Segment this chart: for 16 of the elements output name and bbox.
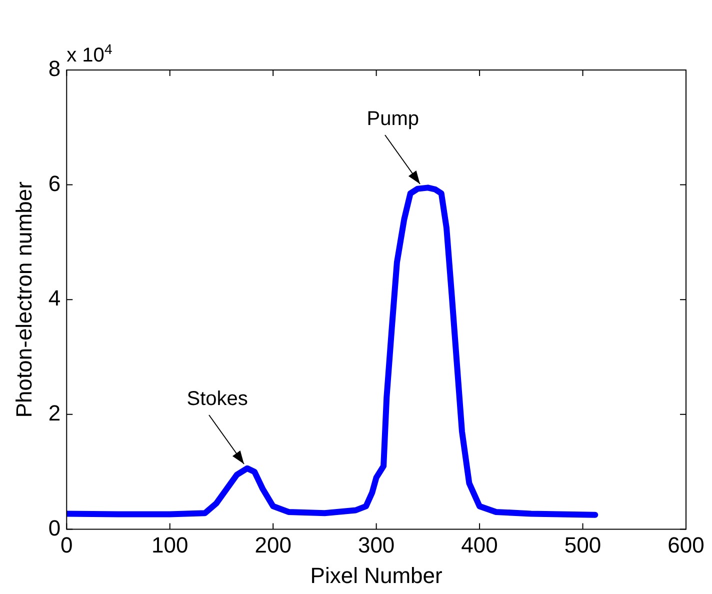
x-tick-label: 100 [152,532,188,558]
text: x 10$^{4}$ [66,41,112,68]
y-axis-title: Photon-electron number [11,182,36,418]
y-tick-label: 2 [48,400,61,426]
x-tick-label: 300 [358,532,395,558]
x-tick-label: 400 [461,532,498,558]
y-tick-label: 8 [48,56,61,82]
y-tick-label: 4 [48,286,61,311]
annotation: Pump [366,108,420,131]
annotation: Stokes [186,388,248,412]
x-tick-label: 500 [564,532,602,558]
x-axis-title: Pixel Number [310,562,442,588]
y-tick-label: 0 [48,515,61,540]
x-tick-label: 200 [254,532,292,558]
x-tick-label: 600 [668,532,704,558]
y-tick-label: 6 [48,170,61,196]
